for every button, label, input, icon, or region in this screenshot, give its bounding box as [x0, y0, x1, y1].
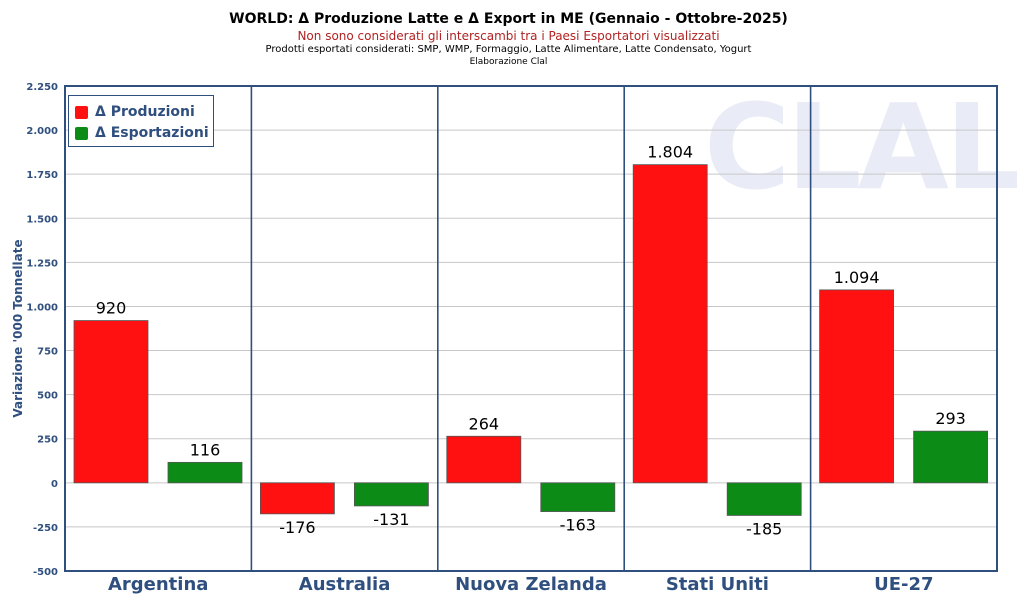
data-label: -131	[373, 510, 409, 529]
bar-esportazioni	[353, 482, 429, 507]
y-tick-label: 0	[51, 479, 58, 490]
y-tick-label: -500	[33, 567, 58, 578]
y-tick-label: 750	[37, 347, 58, 358]
x-tick-label: Nuova Zelanda	[455, 574, 607, 595]
data-label: 293	[935, 409, 966, 428]
data-label: 264	[469, 414, 500, 433]
legend-item-esportazioni[interactable]: Δ Esportazioni	[75, 124, 209, 142]
x-tick-label: UE-27	[874, 574, 933, 595]
chart-subtitle: Non sono considerati gli interscambi tra…	[297, 29, 720, 43]
data-label: -163	[560, 516, 596, 535]
plot-frame	[64, 85, 998, 572]
data-label: 1.094	[834, 268, 880, 287]
y-tick-label: 1.000	[26, 302, 58, 313]
bar-esportazioni	[726, 482, 802, 516]
chart-title: WORLD: Δ Produzione Latte e Δ Export in …	[229, 11, 788, 27]
y-tick-label: 2.250	[26, 82, 58, 93]
y-tick-label: 250	[37, 435, 58, 446]
bar-produzioni	[73, 320, 149, 484]
legend-swatch-produzioni	[75, 105, 88, 119]
bar-esportazioni	[540, 482, 616, 512]
y-tick-label: 1.250	[26, 258, 58, 269]
x-tick-label: Argentina	[108, 574, 208, 595]
chart-legend: Δ Produzioni Δ Esportazioni	[68, 95, 214, 147]
watermark-logo: CLAL	[704, 78, 1017, 216]
y-tick-label: 500	[37, 391, 58, 402]
bar-produzioni	[259, 482, 335, 515]
x-tick-label: Australia	[299, 574, 391, 595]
products-note: Prodotti esportati considerati: SMP, WMP…	[265, 44, 752, 55]
bar-esportazioni	[167, 461, 243, 484]
bar-esportazioni	[913, 430, 988, 484]
y-tick-label: 1.750	[26, 170, 58, 181]
y-axis-title: Variazione '000 Tonnellate	[11, 239, 25, 417]
data-label: 116	[190, 440, 221, 459]
legend-label-produzioni: Δ Produzioni	[95, 104, 195, 120]
x-tick-label: Stati Uniti	[666, 574, 769, 595]
legend-item-produzioni[interactable]: Δ Produzioni	[75, 103, 195, 121]
y-tick-label: 1.500	[26, 214, 58, 225]
source-note: Elaborazione Clal	[469, 57, 548, 67]
bar-produzioni	[632, 164, 708, 484]
bar-produzioni	[819, 289, 894, 484]
data-label: 920	[96, 299, 127, 318]
y-tick-label: 2.000	[26, 126, 58, 137]
data-label: -185	[746, 519, 782, 538]
legend-label-esportazioni: Δ Esportazioni	[95, 125, 209, 141]
bar-produzioni	[446, 435, 522, 484]
data-label: -176	[279, 518, 315, 537]
data-label: 1.804	[647, 143, 693, 162]
legend-swatch-esportazioni	[75, 126, 88, 140]
y-tick-label: -250	[33, 523, 58, 534]
